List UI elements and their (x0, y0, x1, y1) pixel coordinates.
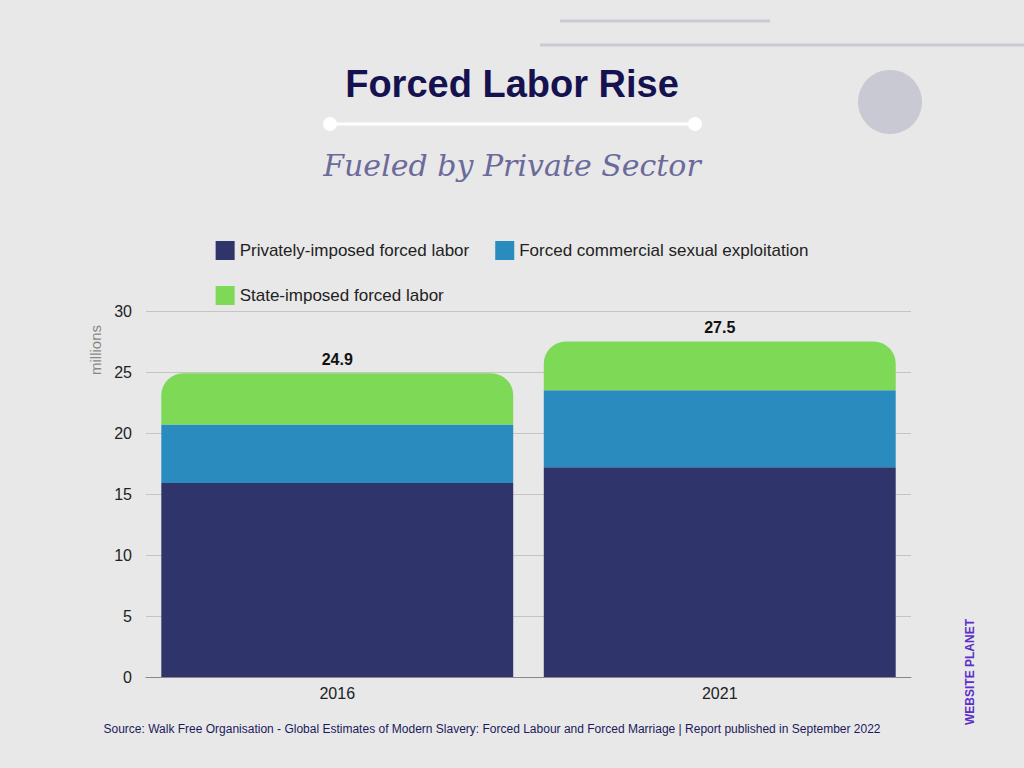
svg-text:27.5: 27.5 (704, 319, 735, 336)
svg-text:30: 30 (114, 303, 132, 320)
svg-text:24.9: 24.9 (322, 351, 353, 368)
svg-text:0: 0 (123, 669, 132, 686)
svg-text:25: 25 (114, 364, 132, 381)
svg-text:2016: 2016 (319, 685, 355, 702)
svg-text:WEBSITE PLANET: WEBSITE PLANET (963, 618, 977, 725)
svg-text:5: 5 (123, 608, 132, 625)
svg-text:Fueled by Private Sector: Fueled by Private Sector (322, 148, 702, 183)
svg-text:20: 20 (114, 425, 132, 442)
svg-text:Source: Walk Free Organisation: Source: Walk Free Organisation - Global … (103, 722, 880, 736)
svg-text:millions: millions (87, 325, 104, 375)
svg-text:15: 15 (114, 486, 132, 503)
svg-text:10: 10 (114, 547, 132, 564)
svg-text:2021: 2021 (702, 685, 738, 702)
svg-text:Forced Labor Rise: Forced Labor Rise (345, 63, 679, 105)
svg-text:Privately-imposed forced labor: Privately-imposed forced labor (240, 241, 470, 260)
svg-text:Forced commercial sexual explo: Forced commercial sexual exploitation (519, 241, 808, 260)
svg-text:State-imposed forced labor: State-imposed forced labor (240, 286, 444, 305)
